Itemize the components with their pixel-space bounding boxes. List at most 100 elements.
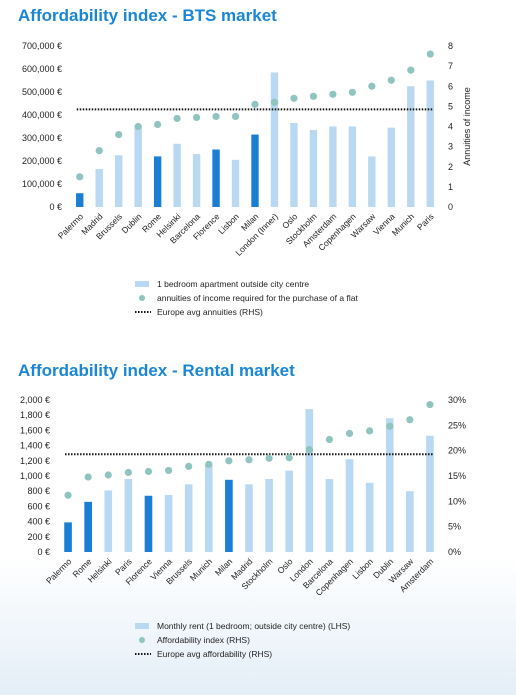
rental-dot (426, 400, 434, 409)
rental-bar (164, 495, 173, 552)
rental-legend-dot-label: Affordability index (RHS) (157, 635, 250, 645)
bts-legend-bar-label: 1 bedroom apartment outside city centre (157, 279, 309, 289)
bts-dot (368, 82, 376, 90)
rental-right-tick-label: 5% (448, 522, 461, 532)
bts-dot (426, 50, 434, 58)
bts-left-tick-label: 400,000 € (22, 110, 62, 120)
bts-left-tick-label: 0 € (49, 202, 62, 212)
rental-left-tick-label: 1,600 € (20, 425, 50, 435)
bts-right-tick-label: 8 (448, 41, 453, 51)
rental-legend-dot-swatch (139, 637, 145, 643)
chart-title-rental: Affordability index - Rental market (18, 361, 295, 380)
rental-dot (305, 446, 313, 454)
rental-dot (124, 468, 132, 477)
rental-bar (345, 459, 354, 552)
bts-bar (309, 129, 318, 207)
bts-category-label: Dublin (119, 211, 143, 235)
rental-left-tick-label: 400 € (27, 517, 50, 527)
rental-category-label: Munich (188, 556, 215, 583)
bts-chart: 0 € 100,000 € 200,000 € 300,000 € 400,000 € 5… (22, 41, 472, 317)
bts-dot (134, 122, 142, 131)
bts-dot (387, 76, 395, 84)
bts-right-tick-label: 2 (448, 162, 453, 172)
rental-dot (164, 466, 173, 475)
bts-category-label: Munich (390, 211, 417, 238)
rental-bar (204, 464, 213, 552)
bts-dot (76, 173, 84, 181)
rental-right-tick-label: 15% (448, 471, 466, 481)
rental-left-tick-label: 2,000 € (20, 395, 50, 405)
bts-dot (154, 120, 162, 129)
rental-chart: 0 € 200 € 400 € 600 € 800 € 1,000 € 1,200 € 1,4… (20, 395, 466, 659)
bts-bar (95, 169, 103, 207)
bts-dot (329, 90, 337, 98)
bts-bar (426, 80, 434, 207)
bts-legend-bar-swatch (135, 281, 149, 287)
rental-dot (345, 429, 354, 438)
bts-right-tick-label: 7 (448, 61, 453, 71)
rental-left-tick-label: 1,200 € (20, 456, 50, 466)
rental-right-tick-label: 20% (448, 446, 466, 456)
rental-left-tick-label: 0 € (37, 547, 50, 557)
bts-right-axis-label: Annuities of income (462, 87, 472, 166)
rental-dot (265, 454, 273, 462)
rental-right-tick-label: 0% (448, 547, 461, 557)
bts-left-tick-label: 500,000 € (22, 87, 62, 97)
rental-bar (406, 491, 414, 552)
bts-bar (387, 127, 396, 207)
rental-legend-bar-label: Monthly rent (1 bedroom; outside city ce… (157, 621, 350, 631)
rental-bar (84, 501, 92, 552)
rental-bar (225, 479, 233, 552)
rental-dot (386, 422, 394, 430)
bts-bar (114, 155, 123, 207)
bts-bar (212, 149, 220, 207)
rental-bar (265, 479, 273, 552)
rental-left-tick-label: 1,800 € (20, 410, 50, 420)
rental-bar (426, 435, 434, 552)
rental-dot (285, 454, 293, 462)
bts-right-tick-label: 3 (448, 142, 453, 152)
rental-left-tick-label: 600 € (27, 501, 50, 511)
rental-bar (184, 484, 193, 552)
bts-legend-dot-label: annuities of income required for the pur… (157, 293, 358, 303)
rental-dot (185, 462, 193, 470)
bts-category-label: Paris (415, 211, 436, 232)
bts-dot (95, 147, 103, 155)
bts-right-tick-label: 4 (448, 122, 453, 132)
rental-bar (124, 479, 133, 552)
rental-legend-avg-label: Europe avg affordability (RHS) (157, 649, 272, 659)
bts-dot (251, 100, 259, 108)
bts-left-tick-label: 600,000 € (22, 64, 62, 74)
rental-dot (366, 427, 374, 435)
bts-dot (231, 112, 240, 121)
bts-bar (290, 123, 298, 207)
rental-bar (245, 484, 253, 552)
rental-bar (104, 490, 113, 552)
bts-bar (192, 154, 201, 207)
bts-bar (329, 126, 337, 207)
rental-right-tick-label: 30% (448, 395, 466, 405)
rental-bar (285, 470, 294, 552)
rental-right-tick-label: 10% (448, 496, 466, 506)
rental-dot (144, 467, 153, 476)
rental-dot (325, 435, 334, 444)
bts-right-tick-label: 1 (448, 182, 453, 192)
rental-bar (385, 418, 394, 552)
rental-legend-bar-swatch (135, 623, 149, 629)
rental-bar (64, 522, 72, 552)
rental-dot (104, 471, 112, 479)
bts-dot (192, 113, 201, 122)
bts-legend-avg-label: Europe avg annuities (RHS) (157, 307, 263, 317)
bts-dot (309, 92, 318, 100)
bts-dot (173, 114, 181, 123)
bts-category-label: Palermo (56, 211, 86, 241)
bts-left-tick-label: 300,000 € (22, 133, 62, 143)
bts-right-tick-label: 5 (448, 101, 453, 111)
bts-dot (407, 66, 415, 74)
rental-bar (144, 495, 153, 552)
rental-bar (305, 409, 314, 552)
bts-dot (290, 94, 298, 102)
bts-bar (231, 159, 240, 207)
bts-bar (348, 126, 357, 207)
